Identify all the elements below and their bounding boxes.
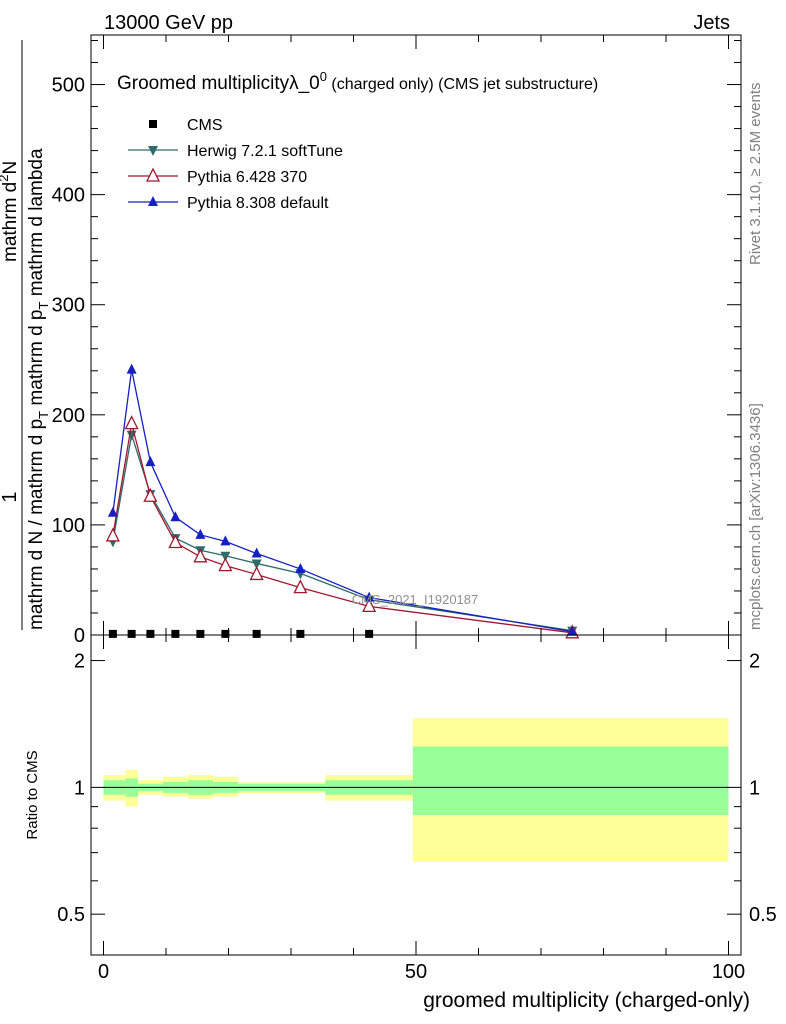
ratio-ytick-label-right: 2 xyxy=(749,651,760,673)
legend: CMS Herwig 7.2.1 softTune Pythia 6.428 370… xyxy=(128,117,343,212)
pythia-6-428-370-point xyxy=(168,534,183,549)
ylabel-l2-b: N xyxy=(0,161,21,175)
ylabel-l2-sup: 2 xyxy=(0,175,11,182)
ylabel-l1-sub2: T xyxy=(36,302,51,310)
pythia-6-428-370-point xyxy=(362,597,377,613)
ratio-plot-frame xyxy=(90,634,742,956)
pythia-6-428-370-point xyxy=(249,565,264,581)
pythia-8-308-default-point xyxy=(567,625,578,636)
pythia-8-308-default-line xyxy=(112,369,573,633)
plot-title: Groomed multiplicityλ_00 (charged only) … xyxy=(117,69,598,94)
pythia-6-428-370-point xyxy=(124,415,139,430)
pythia-6-428-370-line xyxy=(112,423,573,634)
plot-title-paren-2: (CMS jet substructure) xyxy=(434,76,598,93)
pythia-8-308-default-point xyxy=(195,528,206,539)
ratio-ytick-label-left: 0.5 xyxy=(57,904,85,926)
energy-label: 13000 GeV pp xyxy=(104,12,233,34)
legend-pythia-6-428-370-marker xyxy=(145,167,161,182)
legend-herwig-7-2-1-softtune-label: Herwig 7.2.1 softTune xyxy=(187,143,343,160)
ylabel-denominator-line1: mathrm d N / mathrm d pT mathrm d pT mat… xyxy=(26,148,51,630)
ratio-ytick-label-right: 0.5 xyxy=(749,904,777,926)
plot-title-superscript: 0 xyxy=(320,69,327,84)
main-ytick-label: 300 xyxy=(52,295,85,317)
cms-point xyxy=(127,629,136,638)
pythia-6-428-370-point xyxy=(143,487,158,502)
ratio-panel: 0.5 0.5 1 1 2 2 0 50 100 Ratio to CMS groomed mu… xyxy=(24,634,777,1012)
herwig-7-2-1-softtune-point xyxy=(220,551,231,562)
legend-pythia-6-428-370-label: Pythia 6.428 370 xyxy=(187,169,307,186)
ratio-axis-ticks: 0.5 0.5 1 1 2 2 0 50 100 xyxy=(57,635,777,983)
legend-cms-marker xyxy=(149,120,157,128)
ylabel-l1-c: mathrm d lambda xyxy=(26,148,47,302)
xlabel: groomed multiplicity (charged-only) xyxy=(423,989,750,1012)
ylabel-numerator: 1 xyxy=(0,491,21,502)
cms-point xyxy=(365,629,374,638)
cms-point xyxy=(108,629,117,638)
ylabel-l1-sub: T xyxy=(36,411,51,419)
main-ytick-label: 400 xyxy=(52,185,85,207)
cms-point xyxy=(221,629,230,638)
main-panel: 0 100 200 300 400 500 CMS_2021_I1920187 Groom… xyxy=(52,34,742,647)
ratio-ytick-label-right: 1 xyxy=(749,777,760,799)
xtick-label: 100 xyxy=(712,961,745,983)
watermark: CMS_2021_I1920187 xyxy=(352,592,479,607)
cms-point xyxy=(146,629,155,638)
legend-herwig-7-2-1-softtune-marker xyxy=(148,146,158,156)
pythia-8-308-default-point xyxy=(126,363,137,374)
ylabel-numerator-line: mathrm d2N xyxy=(0,161,21,262)
ylabel-l1-a: mathrm d N / mathrm d p xyxy=(26,419,47,630)
main-plot-marks xyxy=(105,363,580,639)
xtick-label: 50 xyxy=(405,961,427,983)
pythia-6-428-370-point xyxy=(193,548,208,563)
process-label: Jets xyxy=(693,12,730,34)
herwig-7-2-1-softtune-line xyxy=(112,434,573,632)
rivet-label: Rivet 3.1.10, ≥ 2.5M events xyxy=(747,83,764,266)
legend-cms-label: CMS xyxy=(187,117,223,134)
pythia-8-308-default-point xyxy=(364,591,375,602)
xtick-label: 0 xyxy=(98,961,109,983)
cms-point xyxy=(296,629,305,638)
cms-point xyxy=(171,629,180,638)
pythia-6-428-370-point xyxy=(105,527,120,542)
herwig-7-2-1-softtune-point xyxy=(251,559,262,570)
cms-point xyxy=(196,629,205,638)
ratio-ytick-label-left: 1 xyxy=(74,777,85,799)
main-ytick-label: 0 xyxy=(74,625,85,647)
pythia-8-308-default-point xyxy=(107,506,118,517)
ylabel-l1-b: mathrm d p xyxy=(26,310,47,411)
pythia-8-308-default-point xyxy=(251,547,262,558)
plot-title-main: Groomed multiplicityλ_0 xyxy=(117,73,320,94)
main-axis-ticks: 0 100 200 300 400 500 xyxy=(52,35,741,647)
pythia-8-308-default-point xyxy=(295,562,306,573)
legend-pythia-8-308-default-marker xyxy=(148,196,158,206)
main-ylabel: 1 mathrm d N / mathrm d pT mathrm d pT m… xyxy=(0,40,51,630)
main-ytick-label: 100 xyxy=(52,515,85,537)
ratio-ytick-label-left: 2 xyxy=(74,651,85,673)
mcplots-label: mcplots.cern.ch [arXiv:1306.3436] xyxy=(747,403,764,630)
pythia-8-308-default-point xyxy=(170,511,181,522)
ratio-inner-band xyxy=(412,746,729,815)
ylabel-l2-a: mathrm d xyxy=(0,182,21,262)
ratio-plot-marks xyxy=(103,718,729,863)
pythia-8-308-default-point xyxy=(145,456,156,467)
ratio-ylabel: Ratio to CMS xyxy=(24,750,41,839)
pythia-8-308-default-point xyxy=(220,535,231,546)
main-ytick-label: 500 xyxy=(52,75,85,97)
pythia-6-428-370-point xyxy=(218,557,233,572)
legend-pythia-8-308-default-label: Pythia 8.308 default xyxy=(187,195,329,212)
main-ytick-label: 200 xyxy=(52,405,85,427)
pythia-6-428-370-point xyxy=(293,579,308,594)
cms-point xyxy=(252,629,261,638)
plot-title-paren-1: (charged only) xyxy=(327,76,434,93)
